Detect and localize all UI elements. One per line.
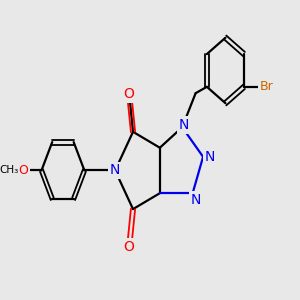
Text: O: O [123, 87, 134, 101]
Text: O: O [123, 240, 134, 254]
Text: Br: Br [260, 80, 273, 93]
Text: O: O [19, 164, 28, 177]
Text: N: N [205, 150, 215, 164]
Text: N: N [178, 118, 189, 132]
Text: N: N [110, 164, 120, 178]
Text: CH₃: CH₃ [0, 166, 18, 176]
Text: N: N [190, 193, 201, 207]
